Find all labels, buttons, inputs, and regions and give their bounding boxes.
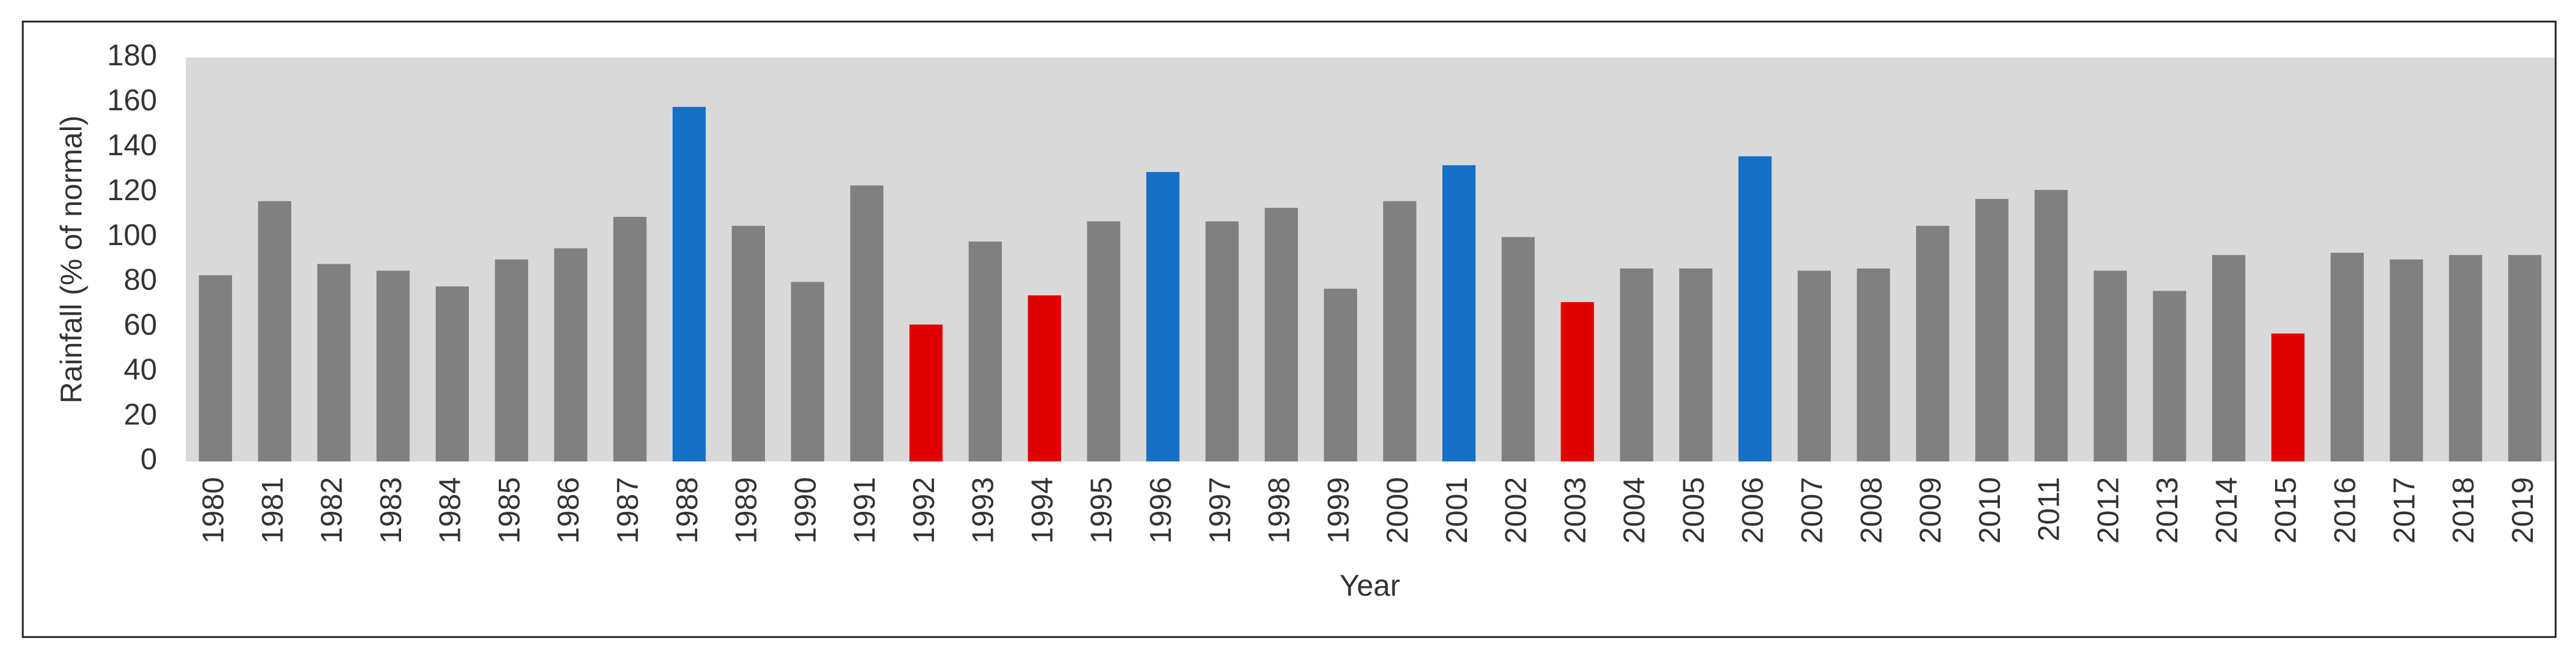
bar [1205, 221, 1239, 461]
x-tick-label: 1991 [848, 477, 881, 544]
bar [554, 248, 587, 461]
x-tick-label: 1985 [492, 477, 526, 544]
bar [198, 275, 233, 461]
bar [731, 225, 766, 461]
x-tick-label: 1984 [433, 477, 467, 544]
x-tick-label: 1986 [552, 477, 585, 544]
bar [1324, 288, 1357, 461]
bar [672, 107, 706, 461]
x-tick-label: 2009 [1914, 477, 1947, 544]
x-tick-label: 2002 [1499, 477, 1533, 544]
x-tick-label: 1992 [907, 477, 941, 544]
bar [1916, 225, 1950, 461]
x-tick-label: 1995 [1084, 477, 1118, 544]
x-tick-label: 2014 [2210, 477, 2243, 544]
bar [613, 216, 647, 461]
bar [1975, 198, 2009, 461]
bar [1560, 302, 1594, 461]
x-tick-label: 1989 [730, 477, 763, 544]
bar [2271, 333, 2305, 461]
x-tick-label: 1998 [1263, 477, 1296, 544]
bar [258, 201, 291, 461]
bar [2330, 252, 2364, 461]
x-tick-label: 1997 [1203, 477, 1237, 544]
bar [376, 270, 410, 461]
y-tick-label: 180 [107, 38, 157, 72]
x-tick-label: 2005 [1677, 477, 1710, 544]
bar [2449, 255, 2482, 461]
x-tick-label: 1988 [670, 477, 704, 544]
x-tick-label: 2003 [1558, 477, 1592, 544]
x-tick-label: 1982 [315, 477, 348, 544]
x-tick-label: 2007 [1795, 477, 1829, 544]
x-tick-label: 2006 [1736, 477, 1770, 544]
x-tick-label: 1996 [1144, 477, 1177, 544]
y-tick-label: 100 [107, 218, 157, 252]
x-tick-label: 1983 [374, 477, 408, 544]
bar [1679, 268, 1713, 461]
y-tick-label: 140 [107, 128, 157, 162]
bar [909, 324, 943, 461]
x-tick-label: 1981 [255, 477, 289, 544]
x-tick-label: 2016 [2328, 477, 2361, 544]
y-tick-label: 160 [107, 83, 157, 117]
bar [495, 259, 528, 461]
bar [1146, 171, 1180, 461]
x-tick-label: 2004 [1617, 477, 1651, 544]
x-axis-label: Year [1339, 569, 1400, 602]
y-tick-label: 40 [123, 352, 157, 386]
x-tick-label: 2010 [1973, 477, 2006, 544]
bar [2508, 255, 2542, 461]
x-tick-label: 2001 [1440, 477, 1474, 544]
bar [2212, 255, 2246, 461]
y-axis-label: Rainfall (% of normal) [55, 116, 88, 404]
x-tick-label: 1999 [1321, 477, 1355, 544]
x-tick-label: 2008 [1854, 477, 1888, 544]
bar [1442, 165, 1476, 461]
x-tick-label: 1987 [611, 477, 644, 544]
bar [1738, 156, 1772, 461]
bar [2093, 270, 2127, 461]
x-tick-label: 2019 [2506, 477, 2539, 544]
bar [968, 242, 1002, 461]
bar [1028, 295, 1061, 461]
bar [2153, 291, 2186, 461]
x-tick-label: 2000 [1381, 477, 1414, 544]
bar [1620, 268, 1653, 461]
bar [1857, 268, 1890, 461]
bar [1087, 221, 1120, 461]
y-tick-label: 20 [123, 397, 157, 431]
bar [850, 185, 884, 461]
x-tick-label: 2011 [2032, 477, 2066, 542]
plot-area [186, 58, 2554, 461]
bar [1264, 207, 1298, 461]
bar [1501, 237, 1535, 461]
x-tick-label: 1994 [1025, 477, 1059, 544]
x-tick-label: 2012 [2091, 477, 2125, 544]
y-tick-label: 80 [123, 263, 157, 297]
bar [1383, 201, 1417, 461]
x-tick-label: 1993 [966, 477, 1000, 544]
bar [791, 282, 824, 461]
bar [2390, 259, 2423, 461]
bar [435, 286, 469, 461]
x-tick-label: 2018 [2447, 477, 2480, 544]
x-tick-label: 2017 [2387, 477, 2421, 544]
bar [1797, 270, 1831, 461]
y-tick-label: 60 [123, 308, 157, 342]
chart-border [22, 20, 2557, 638]
y-tick-label: 0 [140, 442, 157, 476]
bar [2034, 189, 2068, 461]
x-tick-label: 2013 [2150, 477, 2184, 544]
x-tick-label: 1980 [197, 477, 230, 544]
x-tick-label: 2015 [2269, 477, 2303, 544]
bar [317, 264, 351, 461]
x-tick-label: 1990 [788, 477, 822, 544]
y-tick-label: 120 [107, 173, 157, 207]
